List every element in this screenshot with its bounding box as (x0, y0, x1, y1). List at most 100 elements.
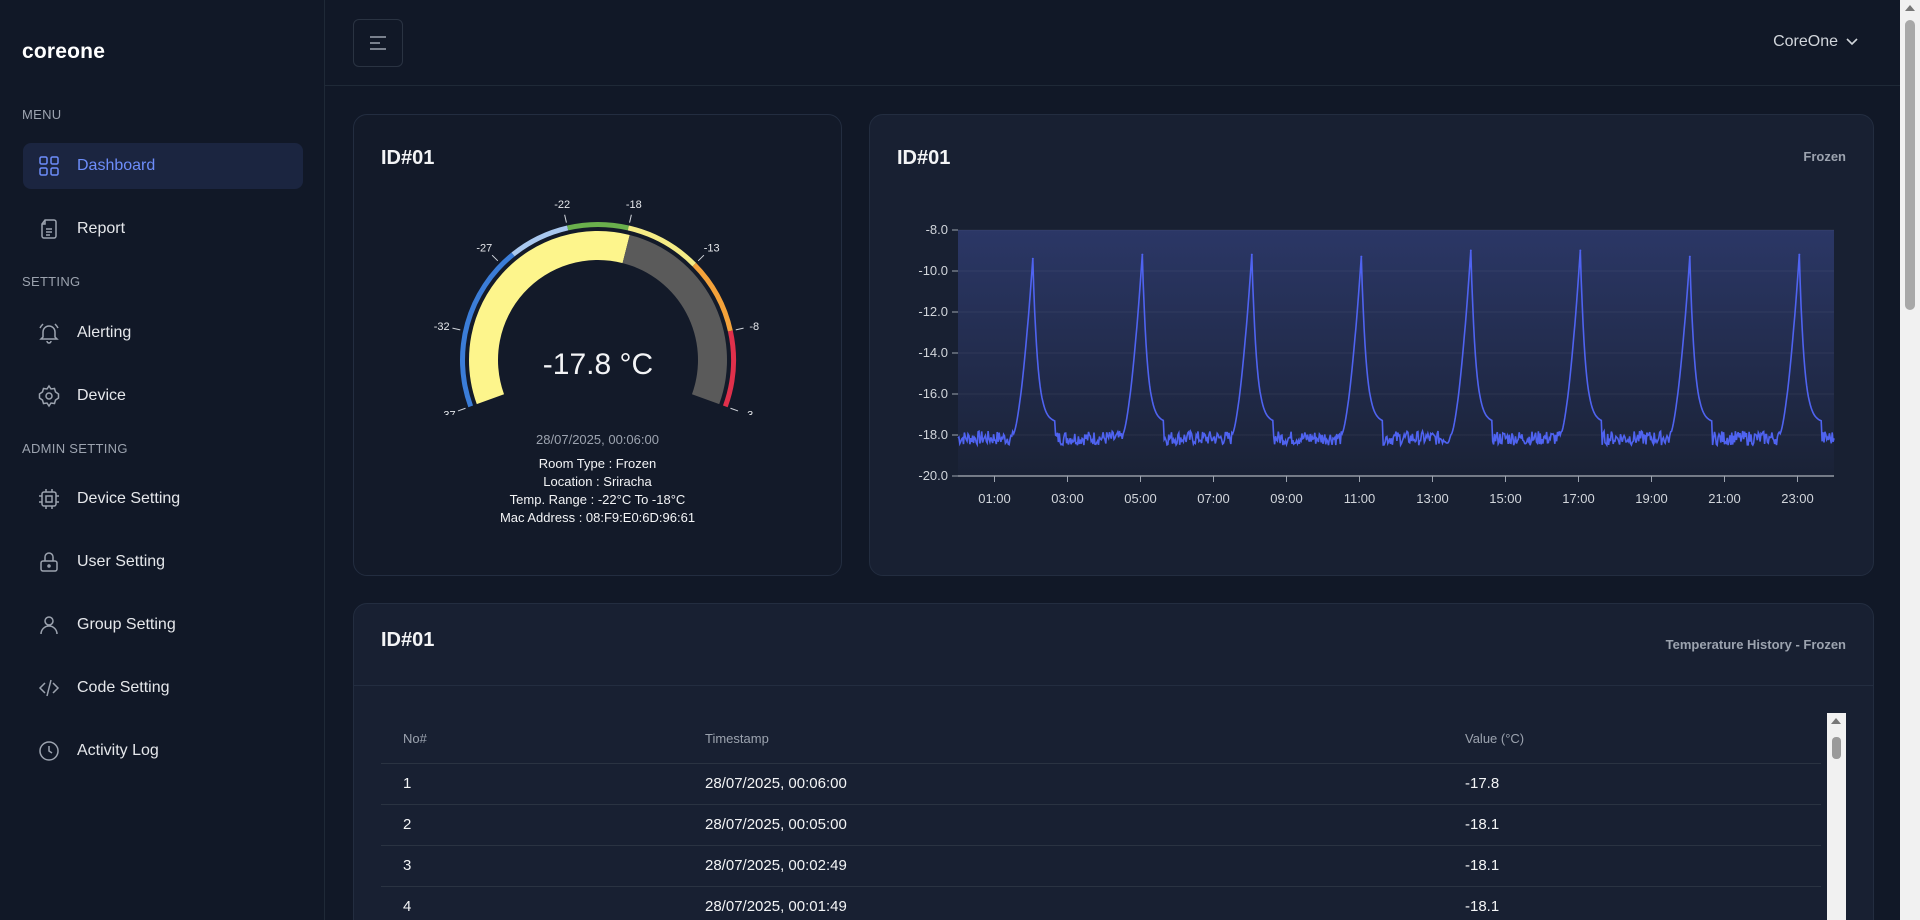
x-tick-label: 05:00 (1124, 491, 1157, 506)
document-icon (37, 217, 61, 241)
code-icon (37, 676, 61, 700)
admin-section-label: ADMIN SETTING (22, 441, 128, 456)
y-tick-label: -12.0 (918, 304, 948, 319)
brand-logo[interactable]: coreone (22, 40, 106, 63)
series-peak-point (1031, 257, 1034, 260)
x-tick-label: 09:00 (1270, 491, 1303, 506)
scroll-up-arrow-icon[interactable] (1831, 718, 1841, 724)
row-timestamp: 28/07/2025, 00:06:00 (683, 763, 1443, 805)
divider (354, 685, 1873, 686)
chevron-down-icon (1846, 38, 1858, 46)
table-row: 4 28/07/2025, 00:01:49 -18.1 (381, 886, 1821, 920)
sidebar-item-dashboard[interactable]: Dashboard (23, 143, 303, 189)
y-tick-label: -14.0 (918, 345, 948, 360)
row-value: -18.1 (1443, 845, 1821, 887)
sidebar-item-device-setting[interactable]: Device Setting (23, 476, 303, 522)
y-tick-label: -10.0 (918, 263, 948, 278)
sidebar-item-alerting[interactable]: Alerting (23, 310, 303, 356)
x-tick-label: 07:00 (1197, 491, 1230, 506)
column-header-value[interactable]: Value (°C) (1443, 714, 1821, 764)
history-card-title: ID#01 (381, 629, 435, 651)
sidebar-item-code-setting[interactable]: Code Setting (23, 665, 303, 711)
gauge-tick-mark (735, 327, 744, 331)
row-timestamp: 28/07/2025, 00:02:49 (683, 845, 1443, 887)
series-peak-point (1250, 253, 1253, 256)
sidebar: coreone MENU Dashboard Report SETTING Al… (0, 0, 325, 920)
sidebar-item-label: Alerting (77, 324, 132, 341)
sidebar-item-label: Report (77, 220, 126, 237)
setting-section-label: SETTING (22, 274, 81, 289)
x-tick-label: 17:00 (1562, 491, 1595, 506)
gauge-range-band (511, 225, 569, 257)
table-row: 3 28/07/2025, 00:02:49 -18.1 (381, 845, 1821, 887)
gauge-tick-mark (730, 407, 739, 412)
table-scrollbar[interactable] (1827, 713, 1846, 920)
gauge-tick-label: -37 (440, 410, 456, 415)
temperature-gauge: -37 -32 -27 -22 -18 -13 -8 -3 -17.8 °C (434, 199, 759, 415)
temperature-line-chart: -8.0 -10.0 -12.0 -14.0 -16.0 -18.0 -20.0 01:00… (918, 222, 1835, 506)
page-scroll-thumb[interactable] (1905, 20, 1915, 310)
row-no: 2 (381, 804, 683, 846)
lock-icon (37, 550, 61, 574)
sidebar-item-label: Code Setting (77, 679, 170, 696)
user-name: CoreOne (1773, 33, 1838, 50)
menu-icon (370, 36, 386, 50)
x-tick-label: 11:00 (1344, 491, 1376, 506)
sidebar-item-label: Activity Log (77, 742, 159, 759)
gauge-timestamp: 28/07/2025, 00:06:00 (536, 432, 659, 447)
sidebar-item-group-setting[interactable]: Group Setting (23, 602, 303, 648)
gauge-tick-label: -22 (554, 199, 570, 211)
y-tick-label: -18.0 (918, 427, 948, 442)
series-peak-point (1579, 249, 1582, 252)
gauge-range-band (692, 262, 733, 332)
y-tick-label: -20.0 (918, 468, 948, 483)
gauge-info: Room Type : Frozen Location : Sriracha T… (354, 455, 841, 527)
user-menu[interactable]: CoreOne (1773, 33, 1858, 51)
sidebar-item-label: Group Setting (77, 616, 176, 633)
gauge-tick-label: -3 (743, 410, 753, 415)
chart-card-title: ID#01 (897, 147, 951, 169)
series-peak-point (1360, 255, 1363, 258)
table-scroll-thumb[interactable] (1832, 737, 1841, 759)
sidebar-item-report[interactable]: Report (23, 206, 303, 252)
room-type: Room Type : Frozen (538, 456, 657, 471)
sidebar-item-label: Dashboard (77, 157, 156, 174)
sidebar-item-device[interactable]: Device (23, 373, 303, 419)
x-tick-label: 15:00 (1489, 491, 1522, 506)
history-table: No# Timestamp Value (°C) 1 28/07/2025, 00… (381, 714, 1821, 920)
menu-toggle-button[interactable] (353, 19, 403, 67)
gauge-fill (469, 231, 630, 405)
page-scrollbar[interactable] (1900, 0, 1920, 920)
gauge-tick-mark (457, 407, 466, 412)
row-timestamp: 28/07/2025, 00:01:49 (683, 886, 1443, 920)
x-tick-label: 01:00 (978, 491, 1011, 506)
clock-icon (37, 739, 61, 763)
series-peak-point (1688, 255, 1691, 258)
column-header-no[interactable]: No# (381, 714, 683, 764)
gauge-tick-mark (697, 254, 705, 262)
gear-icon (37, 384, 61, 408)
sidebar-item-label: User Setting (77, 553, 166, 570)
row-value: -18.1 (1443, 804, 1821, 846)
bell-icon (37, 321, 61, 345)
y-tick-label: -16.0 (918, 386, 948, 401)
menu-section-label: MENU (22, 107, 62, 122)
series-peak-point (1469, 249, 1472, 252)
y-tick-label: -8.0 (926, 222, 948, 237)
column-header-timestamp[interactable]: Timestamp (683, 714, 1443, 764)
gauge-empty (622, 234, 727, 405)
sidebar-item-activity-log[interactable]: Activity Log (23, 728, 303, 774)
gauge-tick-mark (629, 214, 632, 223)
gauge-tick-label: -8 (749, 321, 759, 333)
gauge-tick-mark (491, 254, 499, 262)
x-tick-label: 13:00 (1416, 491, 1449, 506)
gauge-card-title: ID#01 (381, 147, 435, 169)
row-no: 1 (381, 763, 683, 805)
location: Location : Sriracha (543, 474, 652, 489)
page-scroll-up-arrow-icon[interactable] (1905, 5, 1915, 11)
sidebar-item-user-setting[interactable]: User Setting (23, 539, 303, 585)
sidebar-item-label: Device (77, 387, 126, 404)
chip-icon (37, 487, 61, 511)
table-header-row: No# Timestamp Value (°C) (381, 714, 1821, 764)
table-row: 1 28/07/2025, 00:06:00 -17.8 (381, 763, 1821, 805)
